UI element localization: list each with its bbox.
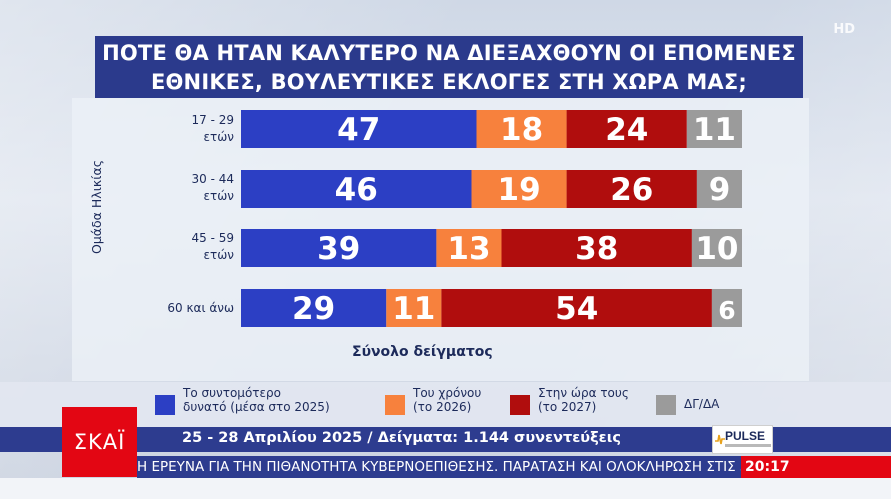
x-axis-title: Σύνολο δείγματος (352, 344, 493, 360)
legend-swatch-2027 (510, 395, 530, 415)
clock: 20:17 (741, 456, 891, 478)
legend-item-2027: Στην ώρα τους (το 2027) (510, 386, 629, 415)
legend-item-2026: Του χρόνου (το 2026) (385, 386, 481, 415)
legend-label-dk: ΔΓ/ΔΑ (684, 397, 720, 411)
hd-mark: HD (833, 22, 855, 37)
pollster-tagline-mark (725, 444, 771, 447)
legend (0, 382, 891, 427)
ticker-text: Η ΕΡΕΥΝΑ ΓΙΑ ΤΗΝ ΠΙΘΑΝΟΤΗΤΑ ΚΥΒΕΡΝΟΕΠΙΘΕ… (137, 459, 758, 475)
legend-swatch-2026 (385, 395, 405, 415)
chart-title: ΠΟΤΕ ΘΑ ΗΤΑΝ ΚΑΛΥΤΕΡΟ ΝΑ ΔΙΕΞΑΧΘΟΥΝ ΟΙ Ε… (95, 36, 803, 98)
category-label-17-29: 17 - 29 ετών (191, 113, 235, 144)
legend-label-2025: Το συντομότερο δυνατό (μέσα στο 2025) (183, 386, 330, 414)
pulse-mark-icon (715, 434, 725, 445)
chart-title-line-2: ΕΘΝΙΚΕΣ, ΒΟΥΛΕΥΤΙΚΕΣ ΕΚΛΟΓΕΣ ΣΤΗ ΧΩΡΑ ΜΑ… (150, 70, 748, 94)
bottom-strip (0, 478, 891, 499)
y-axis-title: Ομάδα Ηλικίας (89, 159, 104, 254)
legend-swatch-dk (656, 395, 676, 415)
channel-logo: ΣΚΑΪ (62, 407, 137, 477)
category-label-45-59: 45 - 59 ετών (191, 231, 235, 262)
legend-swatch-2025 (155, 395, 175, 415)
pollster-name: PULSE (725, 429, 766, 443)
pollster-logo: PULSE (712, 425, 773, 454)
survey-info-text: 25 - 28 Απριλίου 2025 / Δείγματα: 1.144 … (182, 430, 621, 446)
legend-label-2027: Στην ώρα τους (το 2027) (538, 386, 629, 414)
news-ticker: Η ΕΡΕΥΝΑ ΓΙΑ ΤΗΝ ΠΙΘΑΝΟΤΗΤΑ ΚΥΒΕΡΝΟΕΠΙΘΕ… (137, 456, 891, 478)
category-label-60-plus: 60 και άνω (167, 301, 234, 315)
legend-item-2025: Το συντομότερο δυνατό (μέσα στο 2025) (155, 386, 330, 415)
legend-label-2026: Του χρόνου (το 2026) (413, 386, 482, 414)
legend-item-dk: ΔΓ/ΔΑ (656, 386, 719, 415)
category-label-30-44: 30 - 44 ετών (191, 172, 235, 203)
chart-title-line-1: ΠΟΤΕ ΘΑ ΗΤΑΝ ΚΑΛΥΤΕΡΟ ΝΑ ΔΙΕΞΑΧΘΟΥΝ ΟΙ Ε… (102, 41, 796, 65)
